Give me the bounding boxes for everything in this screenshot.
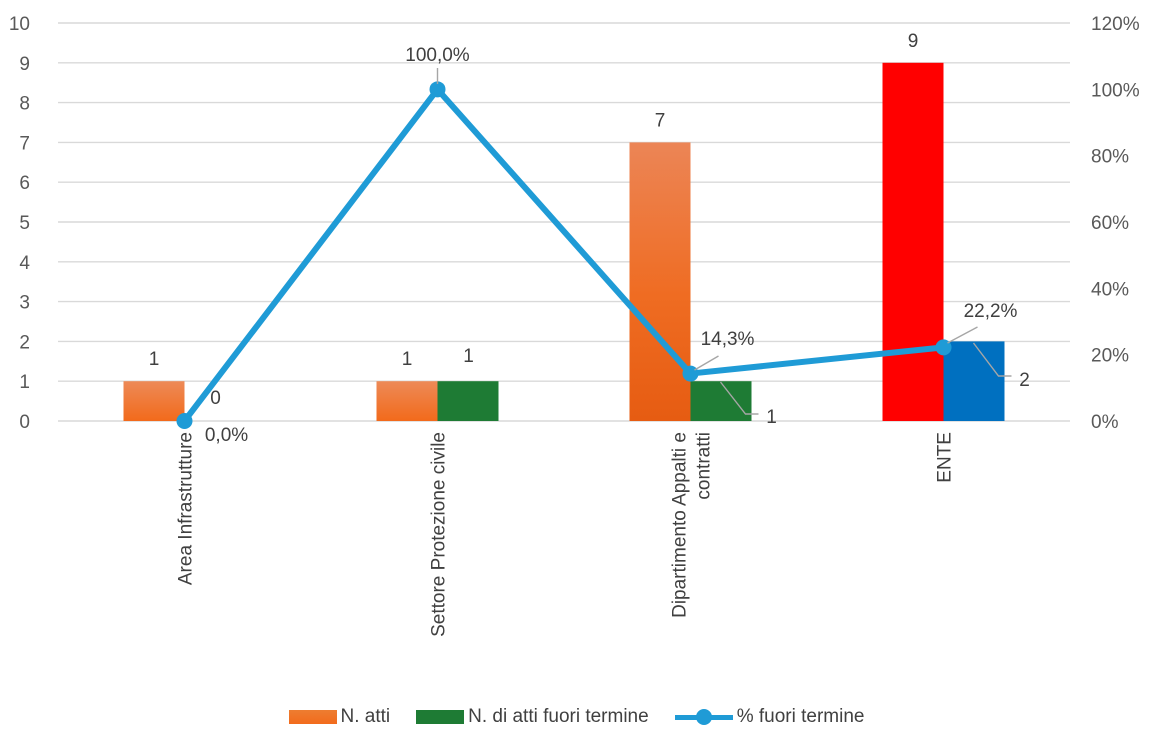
- y-left-tick-label: 2: [19, 332, 30, 353]
- y-right-tick-label: 120%: [1091, 14, 1140, 35]
- y-right-tick-label: 100%: [1091, 80, 1140, 101]
- marker-percent: [429, 81, 446, 98]
- y-left-tick-label: 6: [19, 173, 30, 194]
- bar-n-atti: [376, 381, 438, 421]
- legend-item-n-atti: N. atti: [288, 706, 391, 728]
- marker-percent: [935, 339, 952, 356]
- data-label-n-atti: 9: [908, 31, 919, 52]
- marker-percent: [176, 413, 193, 429]
- bar-fuori-termine: [690, 381, 752, 421]
- legend-item-percent: % fuori termine: [674, 706, 865, 728]
- y-left-tick-label: 10: [9, 14, 30, 35]
- y-right-tick-label: 0%: [1091, 412, 1119, 433]
- y-left-tick-label: 0: [19, 412, 30, 433]
- x-category-label: Settore Protezione civile: [429, 432, 450, 637]
- legend-label-percent: % fuori termine: [736, 706, 865, 727]
- leader-line: [719, 381, 759, 415]
- bar-n-atti: [629, 142, 691, 421]
- leader-line: [972, 342, 1012, 377]
- legend-swatch-percent: [674, 709, 733, 725]
- y-right-tick-label: 20%: [1091, 346, 1129, 367]
- data-label-percent: 0,0%: [205, 425, 248, 446]
- bar-n-atti: [882, 62, 944, 422]
- marker-percent: [682, 365, 699, 382]
- y-left-tick-label: 7: [19, 133, 30, 154]
- y-left-tick-label: 3: [19, 293, 30, 314]
- legend-item-fuori-termine: N. di atti fuori termine: [416, 706, 649, 728]
- y-left-tick-label: 5: [19, 213, 30, 234]
- data-label-percent: 22,2%: [964, 301, 1018, 322]
- data-label-percent: 100,0%: [405, 45, 470, 66]
- x-category-label: Dipartimento Appalti e: [670, 432, 691, 618]
- bar-fuori-termine: [943, 341, 1005, 421]
- legend: N. atti N. di atti fuori termine % fuori…: [0, 706, 1153, 728]
- y-left-tick-label: 1: [19, 372, 30, 393]
- y-right-tick-label: 40%: [1091, 279, 1129, 300]
- data-label-percent: 14,3%: [701, 329, 755, 350]
- legend-label-n-atti: N. atti: [340, 706, 391, 727]
- x-category-label: contratti: [694, 432, 715, 500]
- line-percent-fuori-termine: [182, 86, 944, 423]
- y-left-tick-label: 8: [19, 94, 30, 115]
- bar-fuori-termine: [437, 381, 499, 421]
- data-label-n-atti: 7: [655, 110, 666, 131]
- bar-n-atti: [123, 381, 185, 421]
- leader-line: [947, 326, 978, 344]
- data-label-fuori-termine: 2: [1019, 370, 1030, 391]
- y-right-tick-label: 80%: [1091, 147, 1129, 168]
- data-label-fuori-termine: 0: [210, 388, 221, 409]
- y-right-tick-label: 60%: [1091, 213, 1129, 234]
- y-left-tick-label: 4: [19, 253, 30, 274]
- data-label-fuori-termine: 1: [766, 407, 777, 428]
- y-left-tick-label: 9: [19, 54, 30, 75]
- x-category-label: Area Infrastrutture: [176, 432, 197, 585]
- legend-swatch-fuori-termine: [416, 710, 465, 724]
- leader-line: [694, 355, 719, 371]
- x-category-label: ENTE: [935, 432, 956, 483]
- legend-label-fuori-termine: N. di atti fuori termine: [468, 706, 649, 727]
- data-label-n-atti: 1: [402, 349, 413, 370]
- data-label-n-atti: 1: [149, 349, 160, 370]
- data-label-fuori-termine: 1: [463, 346, 474, 367]
- legend-swatch-n-atti: [288, 710, 337, 724]
